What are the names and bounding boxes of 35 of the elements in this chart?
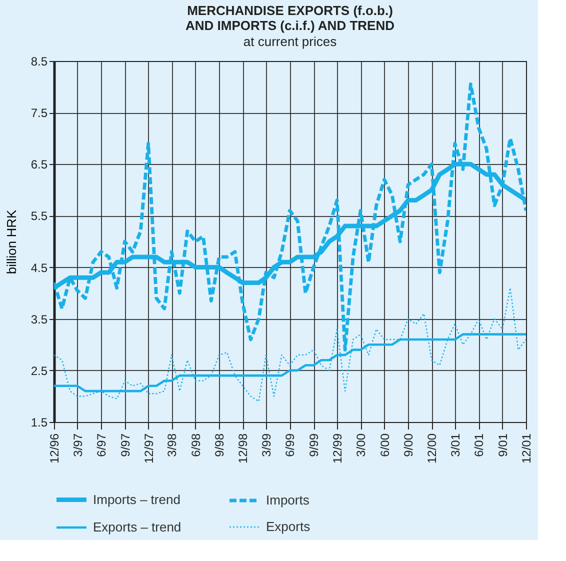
x-tick-label: 3/01 <box>448 433 462 457</box>
x-tick-label: 9/00 <box>402 433 416 457</box>
legend-label: Exports – trend <box>93 520 182 534</box>
legend-label: Exports <box>266 519 311 534</box>
x-tick-label: 6/01 <box>472 433 486 457</box>
chart-subtitle: at current prices <box>243 34 338 49</box>
y-tick-label: 3.5 <box>30 312 48 326</box>
x-tick-label: 6/99 <box>283 433 298 457</box>
y-tick-label: 1.5 <box>30 416 48 430</box>
x-tick-label: 12/97 <box>142 433 156 464</box>
x-tick-label: 12/99 <box>330 433 345 464</box>
x-tick-label: 6/00 <box>378 433 392 457</box>
x-tick-label: 3/97 <box>70 433 85 457</box>
x-tick-label: 9/01 <box>496 433 510 457</box>
x-tick-label: 6/98 <box>188 433 203 457</box>
y-axis-title: billion HRK <box>4 210 19 274</box>
y-tick-label: 4.5 <box>30 260 48 275</box>
y-tick-label: 8.5 <box>30 54 48 68</box>
x-tick-label: 9/99 <box>307 433 322 457</box>
x-tick-label: 12/98 <box>236 433 250 464</box>
x-tick-label: 12/00 <box>425 433 440 464</box>
x-tick-label: 9/98 <box>212 433 227 457</box>
x-tick-label: 3/00 <box>354 433 368 457</box>
y-tick-label: 2.5 <box>30 364 48 378</box>
x-tick-label: 12/96 <box>48 433 62 464</box>
x-tick-label: 6/97 <box>94 433 109 457</box>
y-tick-label: 5.5 <box>30 209 48 224</box>
x-tick-label: 3/98 <box>165 433 180 457</box>
legend-label: Imports <box>266 492 310 508</box>
x-tick-label: 3/99 <box>259 433 274 457</box>
y-tick-label: 6.5 <box>30 158 48 172</box>
legend-label: Imports – trend <box>93 492 180 507</box>
y-tick-label: 7.5 <box>30 106 48 120</box>
x-tick-label: 12/01 <box>520 433 534 464</box>
x-tick-label: 9/97 <box>118 433 132 457</box>
